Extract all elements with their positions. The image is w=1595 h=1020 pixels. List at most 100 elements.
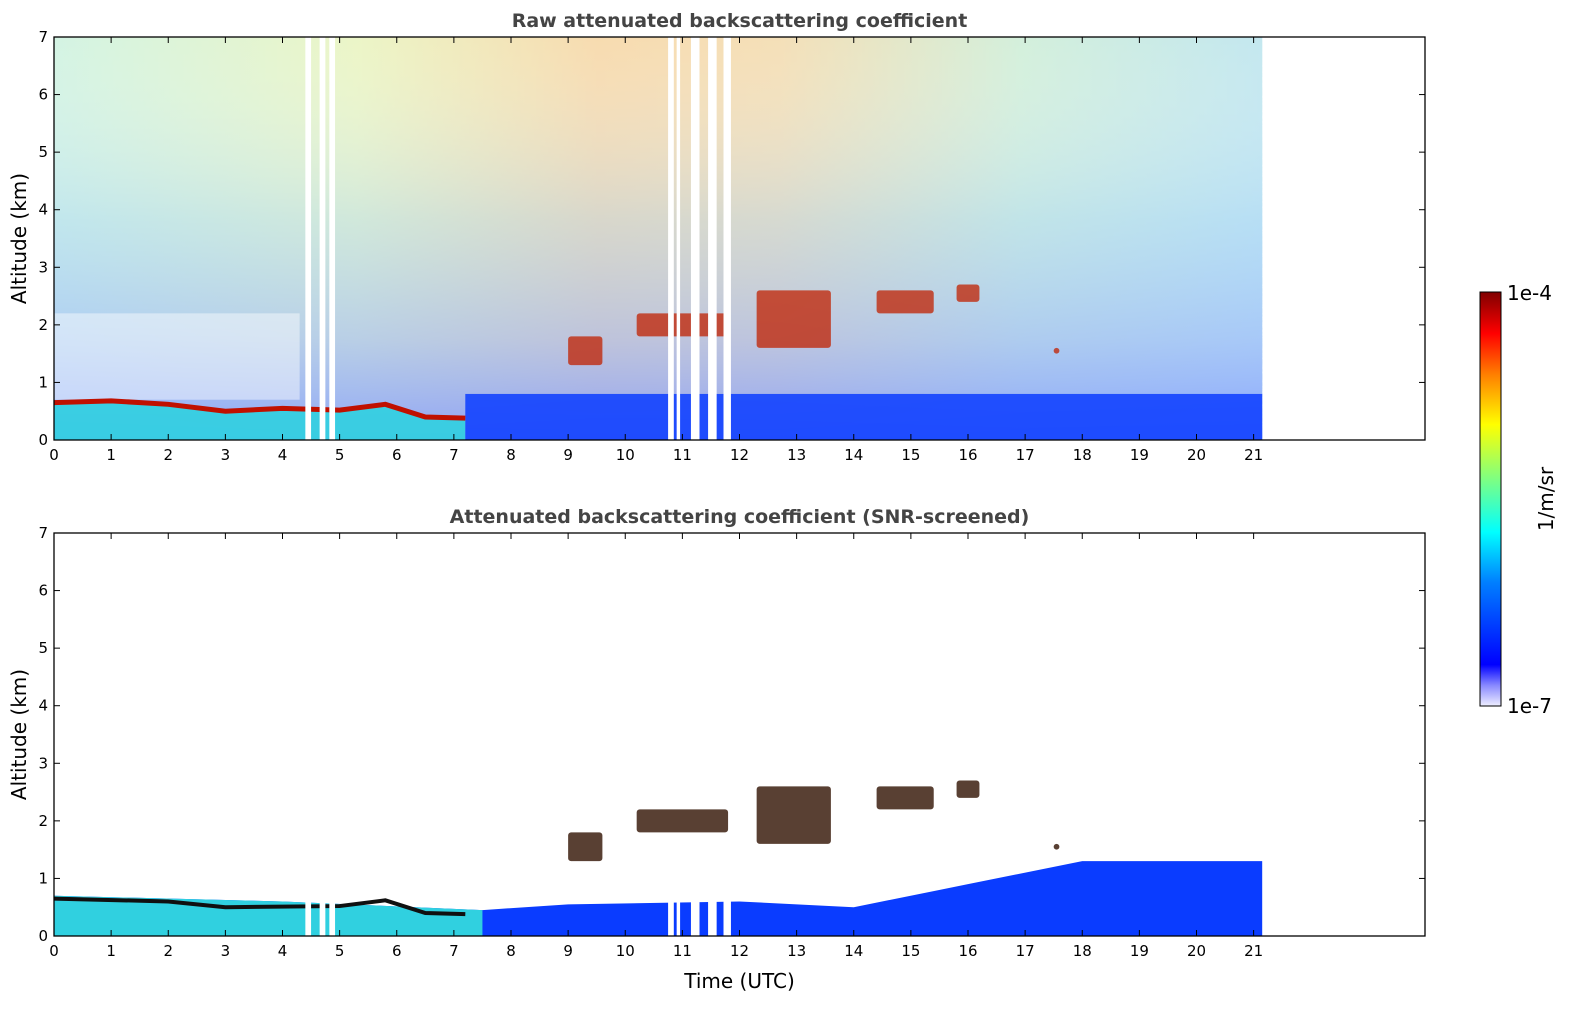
x-tick-label: 0: [49, 446, 59, 464]
screened-backscatter-panel: Attenuated backscattering coefficient (S…: [7, 506, 1426, 993]
raw-data-gap-2: [329, 37, 336, 440]
colorbar-max-label: 1e-4: [1507, 281, 1552, 305]
x-tick-label: 20: [1187, 446, 1206, 464]
raw-cloud-layer-1: [636, 313, 729, 337]
x-tick-label: 16: [958, 446, 977, 464]
x-tick-label: 6: [392, 446, 402, 464]
x-tick-label: 2: [163, 942, 173, 960]
x-tick-label: 16: [958, 942, 977, 960]
screened-data-gap-3: [668, 901, 674, 936]
x-tick-label: 3: [221, 446, 231, 464]
raw-data-gap-7: [723, 37, 731, 440]
x-tick-label: 1: [106, 446, 116, 464]
x-tick-label: 0: [49, 942, 59, 960]
screened-cloud-layer-1: [636, 809, 729, 833]
raw-boundary-layer-top: [53, 398, 466, 421]
screened-y-ticks: 0 1 2 3 4 5 6 7: [38, 524, 1425, 945]
raw-cloud-layer-0: [568, 336, 603, 366]
x-tick-label: 8: [506, 446, 516, 464]
screened-cloud-layer-2: [756, 786, 831, 844]
raw-data-gap-6: [708, 37, 717, 440]
x-tick-label: 13: [787, 942, 806, 960]
x-tick-label: 4: [278, 446, 288, 464]
x-tick-label: 14: [844, 446, 863, 464]
y-tick-label: 2: [38, 316, 48, 334]
raw-y-ticks: 0 1 2 3 4 5 6 7: [38, 28, 1425, 449]
raw-backscatter-panel: Raw attenuated backscattering coefficien…: [7, 10, 1426, 464]
raw-boundary-layer: [54, 400, 466, 440]
raw-data-gap-0: [305, 37, 312, 440]
raw-data-gap-5: [690, 37, 700, 440]
colorbar-units-label: 1/m/sr: [1534, 466, 1558, 531]
x-tick-label: 12: [730, 942, 749, 960]
x-tick-label: 14: [844, 942, 863, 960]
x-tick-label: 11: [673, 942, 692, 960]
x-tick-label: 9: [563, 446, 573, 464]
y-tick-label: 2: [38, 812, 48, 830]
x-tick-label: 3: [221, 942, 231, 960]
x-tick-label: 1: [106, 942, 116, 960]
screened-data-gap-2: [329, 901, 336, 936]
colorbar-min-label: 1e-7: [1507, 694, 1552, 718]
y-tick-label: 5: [38, 143, 48, 161]
y-tick-label: 6: [38, 86, 48, 104]
y-tick-label: 3: [38, 754, 48, 772]
y-tick-label: 7: [38, 524, 48, 542]
x-tick-label: 19: [1130, 446, 1149, 464]
raw-cloud-layer-4: [956, 284, 980, 302]
raw-cloud-layer-3: [876, 290, 934, 314]
x-tick-label: 9: [563, 942, 573, 960]
raw-cloud-layer-2: [756, 290, 831, 348]
panel-title-raw: Raw attenuated backscattering coefficien…: [512, 10, 968, 32]
x-axis-label: Time (UTC): [683, 969, 795, 993]
x-tick-label: 15: [901, 942, 920, 960]
screened-data-gap-1: [319, 901, 326, 936]
x-tick-label: 18: [1073, 942, 1092, 960]
screened-cloud-layer-5: [1053, 843, 1060, 850]
y-tick-label: 6: [38, 582, 48, 600]
y-tick-label: 0: [38, 927, 48, 945]
x-tick-label: 21: [1244, 446, 1263, 464]
x-tick-label: 7: [449, 942, 459, 960]
screened-boundary-layer-top: [53, 896, 466, 917]
colorbar-gradient: [1479, 291, 1502, 707]
y-tick-label: 5: [38, 639, 48, 657]
screened-data-gap-7: [723, 901, 731, 936]
x-tick-label: 18: [1073, 446, 1092, 464]
screened-cloud-layer-4: [956, 780, 980, 798]
y-tick-label: 0: [38, 431, 48, 449]
screened-x-ticks: 0 1 2 3 4 5 6 7 8 9 10 11 12 13 14 15 16 17 18 19 20 21: [49, 533, 1263, 960]
y-tick-label: 7: [38, 28, 48, 46]
y-tick-label: 1: [38, 373, 48, 391]
raw-y-axis-label: Altitude (km): [7, 173, 31, 304]
x-tick-label: 4: [278, 942, 288, 960]
raw-noise-texture: [54, 37, 1263, 440]
raw-backscatter-heatmap: [53, 37, 1263, 440]
colorbar: 1e-4 1e-7 1/m/sr: [1479, 281, 1558, 718]
y-tick-label: 1: [38, 869, 48, 887]
raw-data-gap-1: [319, 37, 326, 440]
screened-cloud-layer-0: [568, 832, 603, 862]
x-tick-label: 10: [616, 942, 635, 960]
screened-data-gap-5: [690, 901, 700, 936]
screened-data-gap-4: [676, 901, 681, 936]
x-tick-label: 5: [335, 446, 345, 464]
raw-data-gap-3: [668, 37, 674, 440]
x-tick-label: 17: [1016, 446, 1035, 464]
x-tick-label: 6: [392, 942, 402, 960]
screened-boundary-layer: [54, 895, 483, 936]
screened-y-axis-label: Altitude (km): [7, 669, 31, 800]
x-tick-label: 12: [730, 446, 749, 464]
screened-data-gap-0: [305, 901, 312, 936]
raw-cloud-layer-5: [1053, 347, 1060, 354]
panel-title-screened: Attenuated backscattering coefficient (S…: [450, 506, 1030, 528]
y-tick-label: 4: [38, 201, 48, 219]
x-tick-label: 21: [1244, 942, 1263, 960]
raw-lower-blue-layer: [465, 393, 1263, 440]
x-tick-label: 7: [449, 446, 459, 464]
x-tick-label: 15: [901, 446, 920, 464]
x-tick-label: 10: [616, 446, 635, 464]
x-tick-label: 5: [335, 942, 345, 960]
x-tick-label: 8: [506, 942, 516, 960]
